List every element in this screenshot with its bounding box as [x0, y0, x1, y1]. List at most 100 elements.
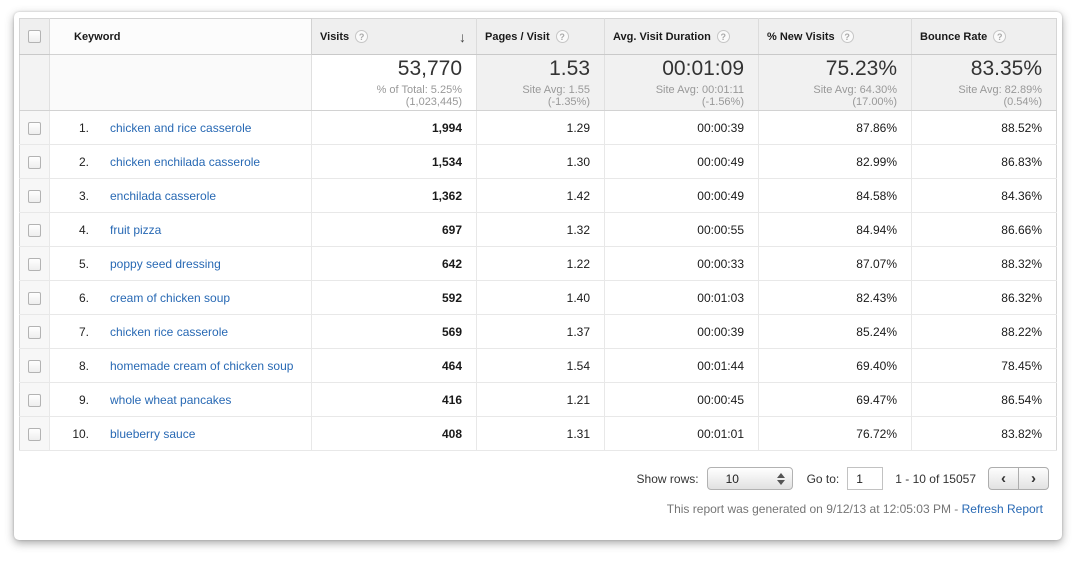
- keyword-link[interactable]: fruit pizza: [110, 222, 162, 237]
- pages-per-visit-cell: 1.30: [476, 144, 605, 179]
- select-all-checkbox[interactable]: [28, 30, 41, 43]
- column-header-pages-per-visit[interactable]: Pages / Visit ?: [476, 18, 605, 55]
- row-checkbox[interactable]: [28, 155, 41, 169]
- row-rank: 7.: [78, 324, 89, 339]
- bounce-rate-cell: 88.32%: [911, 246, 1057, 281]
- avg-visit-duration-cell: 00:00:39: [604, 110, 759, 145]
- pager: ‹ ›: [988, 467, 1049, 490]
- row-checkbox-cell: [19, 382, 50, 417]
- pages-per-visit-cell: 1.40: [476, 280, 605, 315]
- chevron-right-icon: ›: [1031, 469, 1036, 487]
- bounce-rate-cell: 86.83%: [911, 144, 1057, 179]
- pct-new-visits-cell: 69.47%: [758, 382, 912, 417]
- row-checkbox-cell: [19, 280, 50, 315]
- summary-visits-cell: 53,770 % of Total: 5.25% (1,023,445): [311, 54, 477, 111]
- pct-new-visits-cell: 76.72%: [758, 416, 912, 451]
- column-label: Bounce Rate: [920, 30, 988, 43]
- row-checkbox-cell: [19, 314, 50, 349]
- bounce-rate-cell: 88.22%: [911, 314, 1057, 349]
- help-icon[interactable]: ?: [840, 30, 854, 43]
- help-icon[interactable]: ?: [555, 30, 569, 43]
- pages-per-visit-cell: 1.54: [476, 348, 605, 383]
- keyword-link[interactable]: blueberry sauce: [110, 426, 196, 441]
- goto-page-input[interactable]: [847, 467, 884, 490]
- show-rows-select[interactable]: 10: [706, 467, 793, 490]
- summary-pages-per-visit-cell: 1.53 Site Avg: 1.55 (-1.35%): [476, 54, 605, 111]
- table-row: 3. enchilada casserole 1,362 1.42 00:00:4…: [19, 178, 1057, 213]
- row-rank: 5.: [78, 256, 89, 271]
- next-page-button[interactable]: ›: [1018, 467, 1049, 490]
- pct-new-visits-cell: 85.24%: [758, 314, 912, 349]
- column-label: Avg. Visit Duration: [613, 30, 711, 43]
- visits-cell: 1,534: [311, 144, 477, 179]
- visits-cell: 569: [311, 314, 477, 349]
- help-icon[interactable]: ?: [993, 30, 1007, 43]
- keyword-cell: 2. chicken enchilada casserole: [49, 144, 312, 179]
- table-row: 5. poppy seed dressing 642 1.22 00:00:33 …: [19, 246, 1057, 281]
- row-checkbox[interactable]: [28, 223, 41, 237]
- row-checkbox[interactable]: [28, 291, 41, 305]
- refresh-report-link[interactable]: Refresh Report: [961, 502, 1043, 516]
- row-checkbox[interactable]: [28, 257, 41, 271]
- row-rank: 8.: [78, 358, 89, 373]
- keyword-link[interactable]: whole wheat pancakes: [110, 392, 232, 407]
- visits-cell: 416: [311, 382, 477, 417]
- summary-bounce-rate-cell: 83.35% Site Avg: 82.89% (0.54%): [911, 54, 1057, 111]
- prev-page-button[interactable]: ‹: [988, 467, 1019, 490]
- column-label: % New Visits: [767, 30, 835, 43]
- visits-cell: 408: [311, 416, 477, 451]
- avg-visit-duration-cell: 00:00:49: [604, 144, 759, 179]
- visits-cell: 592: [311, 280, 477, 315]
- summary-empty-cell: [49, 54, 312, 111]
- summary-subtext: Site Avg: 64.30% (17.00%): [813, 83, 897, 108]
- keyword-link[interactable]: cream of chicken soup: [110, 290, 231, 305]
- row-checkbox[interactable]: [28, 121, 41, 135]
- summary-subtext: Site Avg: 1.55 (-1.35%): [522, 83, 590, 108]
- row-checkbox[interactable]: [28, 427, 41, 441]
- row-checkbox-cell: [19, 246, 50, 281]
- keyword-report-table: Keyword Visits ? ↓ Pages / Visit ?: [19, 18, 1057, 451]
- keyword-link[interactable]: chicken rice casserole: [110, 324, 229, 339]
- column-header-visits[interactable]: Visits ? ↓: [311, 18, 477, 55]
- keyword-cell: 4. fruit pizza: [49, 212, 312, 247]
- visits-cell: 1,362: [311, 178, 477, 213]
- column-header-avg-visit-duration[interactable]: Avg. Visit Duration ?: [604, 18, 759, 55]
- avg-visit-duration-cell: 00:01:03: [604, 280, 759, 315]
- keyword-cell: 1. chicken and rice casserole: [49, 110, 312, 145]
- help-icon[interactable]: ?: [716, 30, 730, 43]
- goto-label: Go to:: [806, 471, 840, 486]
- column-label: Pages / Visit: [485, 30, 550, 43]
- pages-per-visit-cell: 1.31: [476, 416, 605, 451]
- keyword-link[interactable]: chicken enchilada casserole: [110, 154, 261, 169]
- column-header-bounce-rate[interactable]: Bounce Rate ?: [911, 18, 1057, 55]
- row-checkbox[interactable]: [28, 189, 41, 203]
- summary-value: 00:01:09: [662, 57, 744, 81]
- bounce-rate-cell: 83.82%: [911, 416, 1057, 451]
- help-icon[interactable]: ?: [355, 30, 369, 43]
- row-rank: 1.: [78, 120, 89, 135]
- bounce-rate-cell: 84.36%: [911, 178, 1057, 213]
- column-header-keyword[interactable]: Keyword: [49, 18, 312, 55]
- summary-subtext: Site Avg: 00:01:11 (-1.56%): [655, 83, 744, 108]
- table-row: 1. chicken and rice casserole 1,994 1.29 …: [19, 110, 1057, 145]
- pct-new-visits-cell: 84.94%: [758, 212, 912, 247]
- keyword-cell: 3. enchilada casserole: [49, 178, 312, 213]
- keyword-link[interactable]: enchilada casserole: [110, 188, 217, 203]
- visits-cell: 642: [311, 246, 477, 281]
- pages-per-visit-cell: 1.22: [476, 246, 605, 281]
- column-header-pct-new-visits[interactable]: % New Visits ?: [758, 18, 912, 55]
- table-row: 10. blueberry sauce 408 1.31 00:01:01 76.…: [19, 416, 1057, 451]
- keyword-link[interactable]: chicken and rice casserole: [110, 120, 252, 135]
- pages-per-visit-cell: 1.21: [476, 382, 605, 417]
- avg-visit-duration-cell: 00:00:45: [604, 382, 759, 417]
- summary-value: 75.23%: [825, 57, 897, 81]
- summary-value: 53,770: [397, 57, 462, 81]
- bounce-rate-cell: 86.32%: [911, 280, 1057, 315]
- keyword-link[interactable]: poppy seed dressing: [110, 256, 221, 271]
- row-checkbox[interactable]: [28, 359, 41, 373]
- table-row: 8. homemade cream of chicken soup 464 1.5…: [19, 348, 1057, 383]
- keyword-link[interactable]: homemade cream of chicken soup: [110, 358, 294, 373]
- row-checkbox[interactable]: [28, 393, 41, 407]
- summary-subtext: Site Avg: 82.89% (0.54%): [958, 83, 1042, 108]
- row-checkbox[interactable]: [28, 325, 41, 339]
